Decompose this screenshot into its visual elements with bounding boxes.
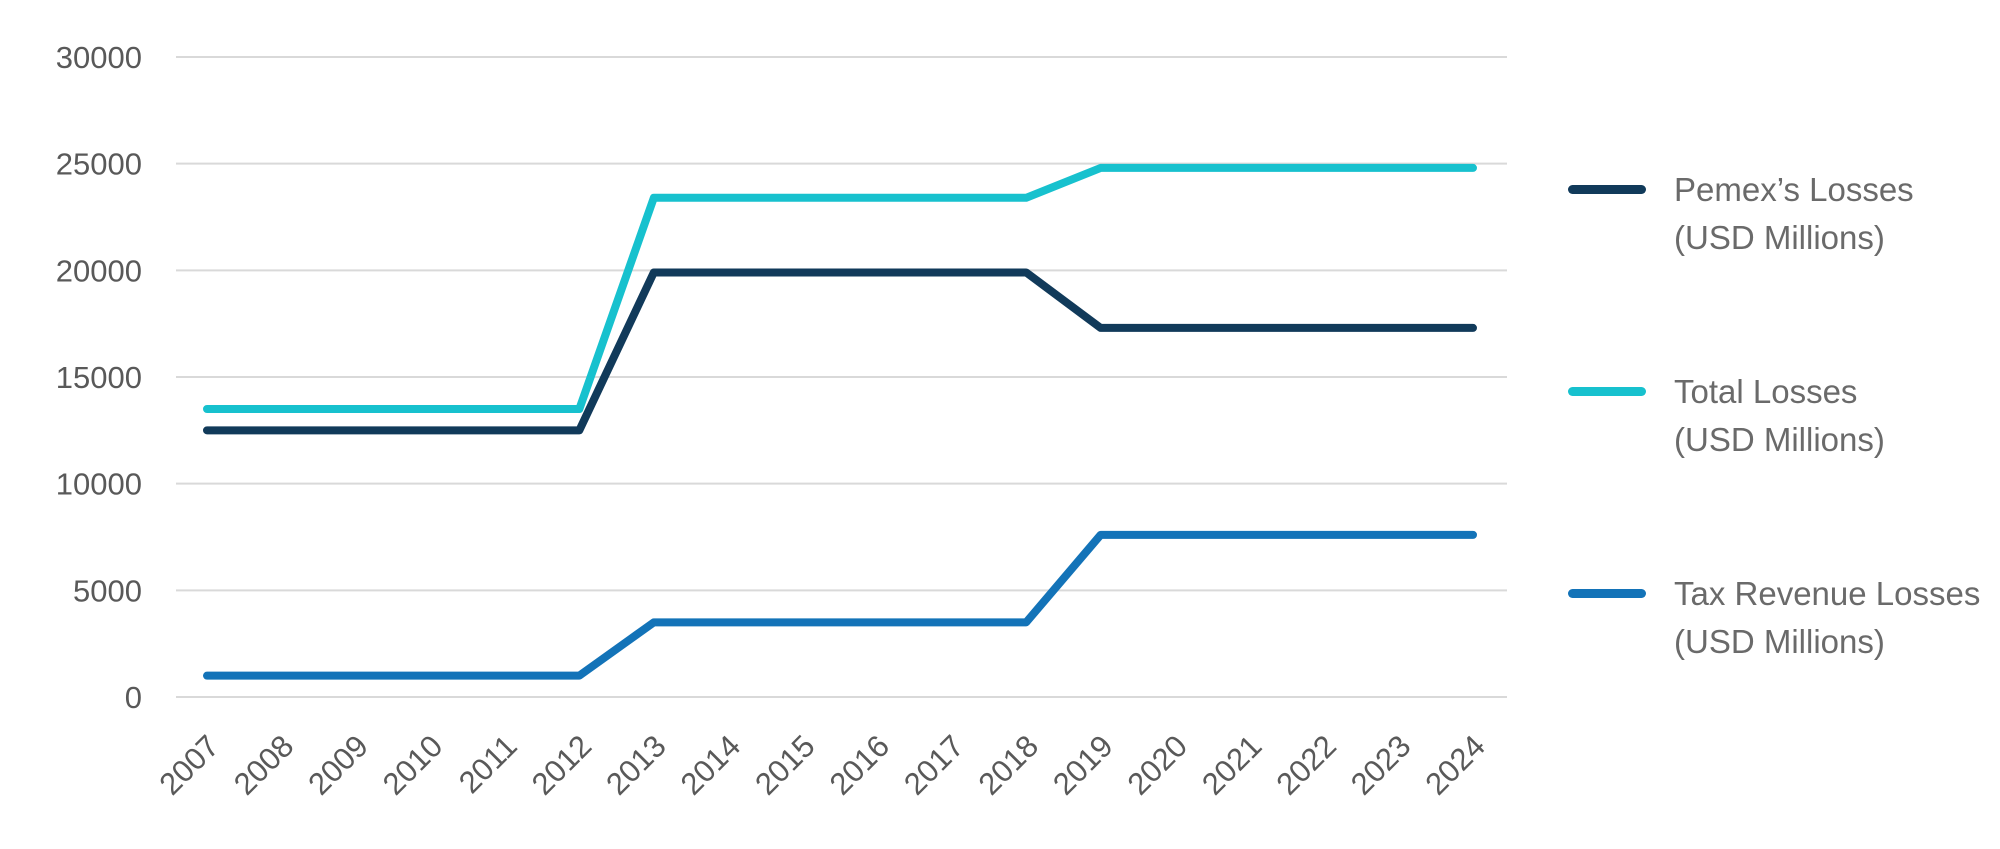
legend-label-line2: (USD Millions) <box>1674 421 1885 458</box>
x-tick-label: 2022 <box>1269 728 1343 802</box>
x-tick-label: 2017 <box>897 728 971 802</box>
y-tick-label: 25000 <box>56 147 142 182</box>
legend-label-line2: (USD Millions) <box>1674 623 1885 660</box>
series-line-pemex-s-losses-usd-millions <box>203 268 1477 435</box>
series-line-tax-revenue-losses-usd-millions <box>203 530 1477 680</box>
x-tick-label: 2011 <box>452 728 524 800</box>
chart-legend: Pemex’s Losses (USD Millions) Total Loss… <box>1568 166 1980 772</box>
x-tick-label: 2021 <box>1195 728 1269 802</box>
x-tick-label: 2020 <box>1121 728 1195 802</box>
x-tick-label: 2009 <box>301 728 375 802</box>
legend-item-tax-revenue-losses: Tax Revenue Losses (USD Millions) <box>1568 570 1980 666</box>
total-losses-line-swatch-icon <box>1568 387 1646 396</box>
x-tick-label: 2019 <box>1046 728 1120 802</box>
x-tick-label: 2016 <box>823 728 897 802</box>
legend-item-pemex-losses: Pemex’s Losses (USD Millions) <box>1568 166 1980 262</box>
tax-revenue-losses-line-swatch-icon <box>1568 589 1646 598</box>
x-tick-label: 2024 <box>1418 728 1492 802</box>
x-tick-label: 2012 <box>525 728 599 802</box>
legend-label-line2: (USD Millions) <box>1674 219 1885 256</box>
legend-label-tax-revenue-losses: Tax Revenue Losses (USD Millions) <box>1674 570 1980 666</box>
y-tick-label: 30000 <box>56 40 142 75</box>
legend-label-pemex-losses: Pemex’s Losses (USD Millions) <box>1674 166 1914 262</box>
y-tick-label: 15000 <box>56 360 142 395</box>
y-tick-label: 5000 <box>73 573 142 608</box>
legend-item-total-losses: Total Losses (USD Millions) <box>1568 368 1980 464</box>
x-tick-label: 2018 <box>972 728 1046 802</box>
y-tick-label: 0 <box>125 680 142 715</box>
x-tick-label: 2013 <box>599 728 673 802</box>
x-tick-label: 2010 <box>376 728 450 802</box>
x-tick-label: 2015 <box>748 728 822 802</box>
y-tick-label: 10000 <box>56 467 142 502</box>
series-line-total-losses-usd-millions <box>203 163 1477 413</box>
x-tick-label: 2014 <box>674 728 748 802</box>
x-tick-label: 2007 <box>152 728 226 802</box>
x-tick-label: 2008 <box>227 728 301 802</box>
legend-label-line1: Tax Revenue Losses <box>1674 575 1981 612</box>
x-tick-label: 2023 <box>1344 728 1418 802</box>
legend-label-total-losses: Total Losses (USD Millions) <box>1674 368 1885 464</box>
pemex-losses-line-swatch-icon <box>1568 185 1646 194</box>
legend-label-line1: Pemex’s Losses <box>1674 171 1914 208</box>
legend-label-line1: Total Losses <box>1674 373 1858 410</box>
y-tick-label: 20000 <box>56 253 142 288</box>
